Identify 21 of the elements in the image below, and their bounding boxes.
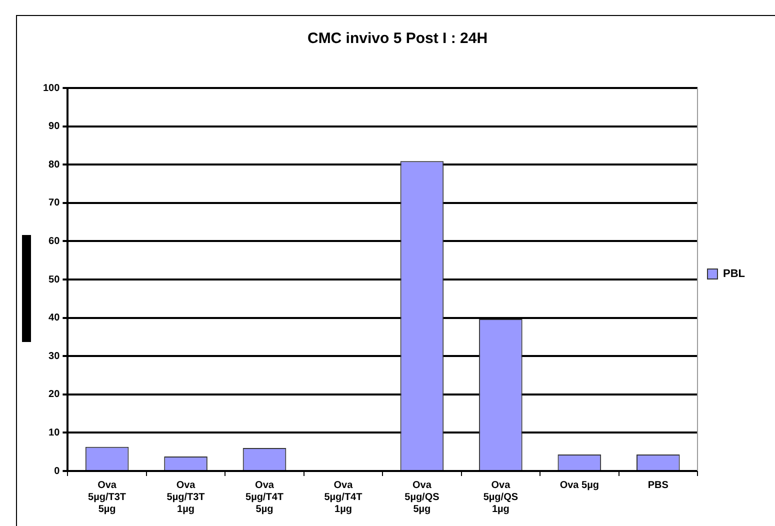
y-tick-label: 50	[48, 274, 60, 286]
legend-label: PBL	[723, 268, 746, 280]
y-tick-label: 100	[42, 82, 60, 94]
x-tick-label: Ova 5µg/T4T 1µg	[324, 480, 362, 515]
y-tick-label: 90	[48, 121, 60, 132]
x-tick-label: Ova 5µg/T3T 1µg	[166, 480, 205, 515]
x-tick-label: Ova 5µg/T3T 5µg	[88, 480, 126, 515]
x-tick-label: Ova 5µg/QS 5µg	[404, 480, 440, 515]
y-tick-label: 0	[54, 466, 60, 477]
y-tick-label: 70	[48, 198, 60, 209]
y-tick-label: 80	[48, 159, 60, 170]
y-tick-label: 30	[48, 350, 60, 362]
y-tick-label: 40	[48, 312, 60, 324]
chart-title: CMC invivo 5 Post I : 24H	[307, 30, 488, 48]
x-tick-label: PBS	[648, 480, 669, 491]
y-tick-label: 20	[48, 389, 60, 400]
x-tick-label: Ova 5µg/T4T 5µg	[246, 480, 284, 515]
x-tick-label: Ova 5µg/QS 1µg	[483, 480, 518, 515]
y-tick-label: 10	[48, 427, 60, 438]
y-tick-label: 60	[48, 236, 60, 247]
x-tick-label: Ova 5µg	[560, 480, 599, 491]
